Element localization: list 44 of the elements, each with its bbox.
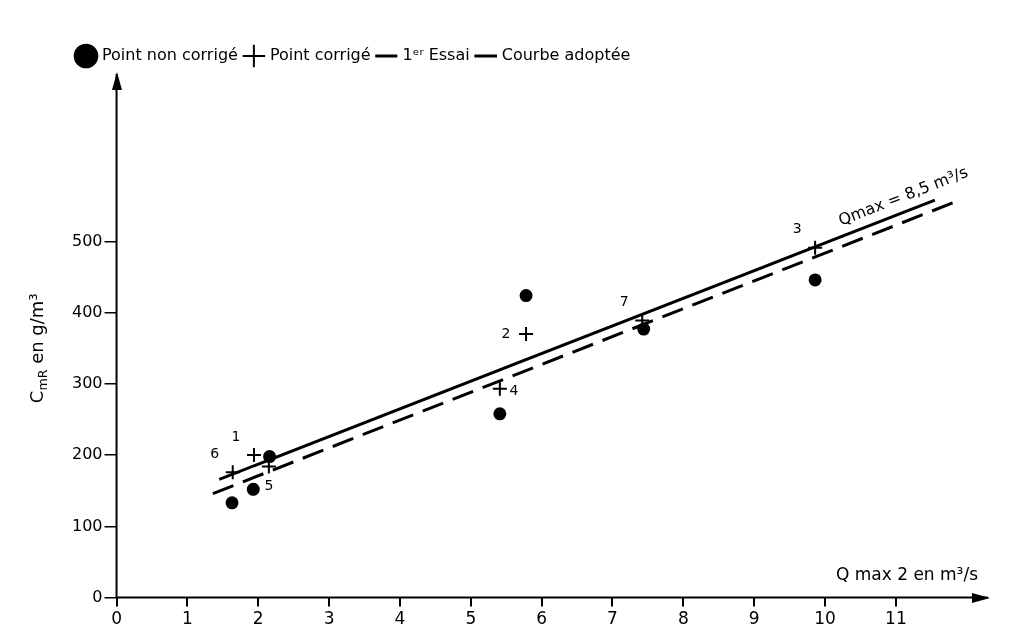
x-tick-label: 8 (677, 608, 689, 629)
legend-label: Courbe adoptée (501, 45, 631, 65)
point (518, 326, 535, 343)
y-tick-label: 100 (71, 515, 103, 535)
annotation: 3 (792, 220, 802, 237)
x-tick-label: 3 (323, 608, 335, 629)
point (493, 407, 507, 421)
point (245, 447, 262, 464)
annotation: 6 (210, 444, 220, 461)
y-tick-label: 400 (71, 301, 103, 321)
annotation: Qmax = 8,5 m³/s (835, 162, 971, 230)
y-tick-label: 0 (92, 586, 103, 606)
annotation: 2 (501, 324, 511, 341)
y-axis-title: CmR en g/m³ (26, 293, 51, 404)
point (637, 322, 651, 336)
annotation: 7 (619, 293, 629, 310)
x-tick-label: 0 (111, 608, 122, 629)
annotation: 5 (264, 477, 274, 494)
point (246, 482, 260, 496)
annotation: 1 (231, 427, 241, 444)
x-tick-label: 11 (885, 608, 907, 629)
x-tick-label: 2 (252, 608, 264, 629)
x-axis-title: Q max 2 en m³/s (835, 564, 979, 585)
x-tick-label: 10 (814, 608, 836, 629)
legend-label: 1ᵉʳ Essai (402, 45, 470, 65)
y-tick-label: 300 (71, 373, 103, 393)
point (807, 239, 824, 256)
x-tick-label: 4 (394, 608, 406, 629)
legend-label: Point corrigé (269, 45, 371, 65)
point (808, 273, 822, 287)
y-tick-label: 500 (71, 230, 103, 250)
x-tick-label: 7 (607, 608, 618, 629)
point (263, 450, 277, 464)
x-tick-label: 1 (181, 608, 193, 629)
legend-label: Point non corrigé (102, 45, 238, 65)
annotation: 4 (509, 381, 519, 398)
point (519, 289, 533, 303)
y-tick-label: 200 (71, 444, 103, 464)
point (491, 380, 508, 397)
point (224, 464, 241, 481)
x-tick-label: 6 (536, 608, 548, 629)
point (225, 496, 239, 510)
x-tick-label: 9 (748, 608, 760, 629)
x-tick-label: 5 (465, 608, 477, 629)
